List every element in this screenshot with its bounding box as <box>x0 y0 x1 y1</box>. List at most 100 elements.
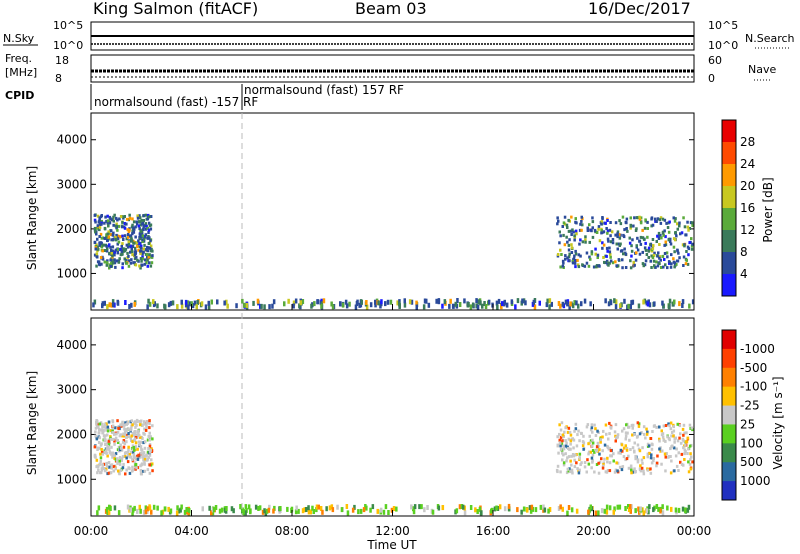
velocity-echo-cell <box>620 468 624 472</box>
velocity-echo-cell <box>151 437 154 441</box>
power-echo-cell <box>320 303 323 309</box>
power-echo-cell <box>200 301 204 307</box>
velocity-echo-cell <box>572 446 575 450</box>
power-echo-cell <box>624 252 628 256</box>
velocity-echo-cell <box>661 449 664 453</box>
velocity-echo-cell <box>498 504 502 510</box>
velocity-echo-cell <box>667 422 670 426</box>
velocity-echo-cell <box>147 447 150 450</box>
velocity-echo-cell <box>96 510 99 516</box>
velocity-echo-cell <box>557 506 561 511</box>
velocity-echo-cell <box>591 438 594 442</box>
velocity-echo-cell <box>564 444 568 448</box>
power-echo-cell <box>586 226 589 230</box>
power-echo-cell <box>514 304 517 310</box>
velocity-echo-cell <box>93 445 97 449</box>
velocity-echo-cell <box>559 436 563 439</box>
velocity-echo-cell <box>642 469 645 473</box>
power-echo-cell <box>597 225 601 229</box>
power-echo-cell <box>573 238 576 242</box>
velocity-echo-cell <box>687 504 691 510</box>
velocity-echo-cell <box>392 506 396 511</box>
velocity-echo-cell <box>684 508 687 514</box>
power-echo-cell <box>585 251 589 255</box>
power-echo-cell <box>479 300 482 306</box>
velocity-ytick-label: 4000 <box>56 338 87 352</box>
power-echo-cell <box>569 229 573 233</box>
power-echo-cell <box>635 227 638 231</box>
velocity-echo-cell <box>627 507 631 512</box>
velocity-echo-cell <box>111 453 115 457</box>
freq-tick-top: 18 <box>55 54 69 67</box>
power-echo-cell <box>103 249 106 252</box>
velocity-echo-cell <box>634 470 637 473</box>
velocity-echo-cell <box>564 426 567 430</box>
power-echo-cell <box>609 259 613 263</box>
power-echo-cell <box>365 304 369 310</box>
velocity-echo-cell <box>151 424 154 428</box>
power-echo-cell <box>568 304 571 310</box>
power-echo-cell <box>622 233 625 237</box>
power-echo-cell <box>145 248 148 252</box>
power-echo-cell <box>448 303 451 309</box>
velocity-echo-cell <box>463 505 466 511</box>
power-echo-cell <box>687 253 690 257</box>
velocity-echo-cell <box>625 448 629 452</box>
power-echo-cell <box>115 233 118 237</box>
power-echo-cell <box>614 299 618 305</box>
velocity-echo-cell <box>645 432 649 436</box>
power-echo-cell <box>646 220 649 224</box>
power-echo-cell <box>606 231 609 235</box>
power-echo-cell <box>136 245 139 248</box>
power-echo-cell <box>216 299 219 305</box>
power-echo-cell <box>690 221 694 225</box>
velocity-echo-cell <box>658 439 661 443</box>
power-echo-cell <box>103 300 106 306</box>
power-echo-cell <box>100 222 103 226</box>
power-echo-cell <box>503 299 506 305</box>
velocity-echo-cell <box>562 453 565 457</box>
power-colorbar-swatch <box>722 208 736 231</box>
power-echo-cell <box>113 250 116 254</box>
velocity-echo-cell <box>149 435 152 439</box>
velocity-echo-cell <box>590 423 594 427</box>
power-echo-cell <box>147 298 150 304</box>
power-echo-cell <box>142 250 145 254</box>
velocity-echo-cell <box>239 504 242 509</box>
velocity-echo-cell <box>567 455 571 459</box>
velocity-echo-cell <box>106 433 109 437</box>
nave-tick-top: 60 <box>708 54 722 67</box>
velocity-echo-cell <box>113 442 116 446</box>
power-echo-cell <box>122 249 125 253</box>
velocity-echo-cell <box>137 453 140 457</box>
power-echo-cell <box>621 266 624 270</box>
velocity-echo-cell <box>138 433 141 437</box>
power-echo-cell <box>435 298 438 304</box>
velocity-echo-cell <box>660 462 663 466</box>
velocity-echo-cell <box>520 509 523 515</box>
velocity-echo-cell <box>559 447 563 451</box>
power-echo-cell <box>96 214 100 218</box>
velocity-echo-cell <box>303 507 306 513</box>
velocity-echo-cell <box>134 422 137 426</box>
power-echo-cell <box>636 236 639 240</box>
power-echo-cell <box>650 266 653 269</box>
power-echo-cell <box>631 299 635 305</box>
power-echo-cell <box>408 299 412 305</box>
power-echo-cell <box>558 241 561 245</box>
velocity-echo-cell <box>661 510 665 516</box>
velocity-echo-cell <box>146 509 149 514</box>
velocity-echo-cell <box>569 442 572 446</box>
power-colorbar-swatch <box>722 164 736 187</box>
power-colorbar-swatch <box>722 120 736 143</box>
velocity-echo-cell <box>585 470 588 474</box>
velocity-echo-cell <box>131 450 135 454</box>
power-echo-cell <box>188 301 192 307</box>
power-echo-cell <box>609 252 612 256</box>
power-echo-cell <box>310 303 313 309</box>
power-echo-cell <box>225 299 228 305</box>
velocity-echo-cell <box>631 446 635 450</box>
power-echo-cell <box>562 261 565 265</box>
velocity-echo-cell <box>601 449 604 453</box>
